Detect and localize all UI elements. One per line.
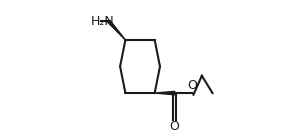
Text: H₂N: H₂N: [91, 15, 115, 28]
Polygon shape: [108, 20, 126, 40]
Polygon shape: [155, 91, 174, 95]
Text: O: O: [170, 120, 180, 133]
Text: O: O: [187, 79, 197, 92]
